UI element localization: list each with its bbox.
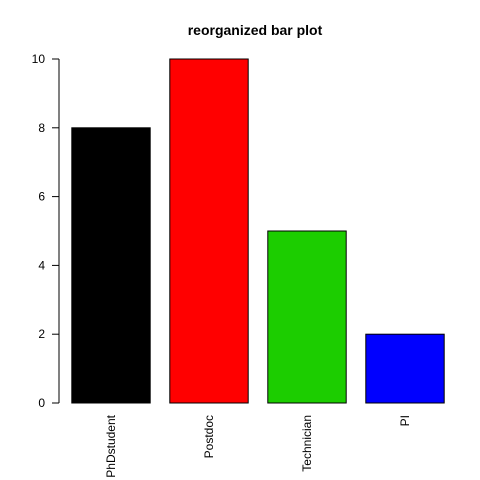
y-tick-label: 10	[32, 52, 46, 66]
y-tick-label: 2	[38, 327, 45, 341]
x-category-label: PI	[398, 415, 412, 426]
y-axis: 0 2 4 6 8 10	[32, 52, 59, 410]
bar-pi	[366, 334, 444, 403]
bar-postdoc	[170, 59, 248, 403]
bars	[72, 59, 444, 403]
chart-title: reorganized bar plot	[188, 22, 323, 38]
y-tick-label: 4	[38, 258, 45, 272]
x-category-label: Technician	[300, 415, 314, 472]
y-tick-label: 0	[38, 396, 45, 410]
bar-phdstudent	[72, 128, 150, 403]
y-tick-label: 6	[38, 190, 45, 204]
x-category-label: PhDstudent	[104, 414, 118, 477]
bar-technician	[268, 231, 346, 403]
y-tick-label: 8	[38, 121, 45, 135]
x-category-label: Postdoc	[202, 415, 216, 458]
x-axis-labels: PhDstudent Postdoc Technician PI	[104, 414, 412, 477]
